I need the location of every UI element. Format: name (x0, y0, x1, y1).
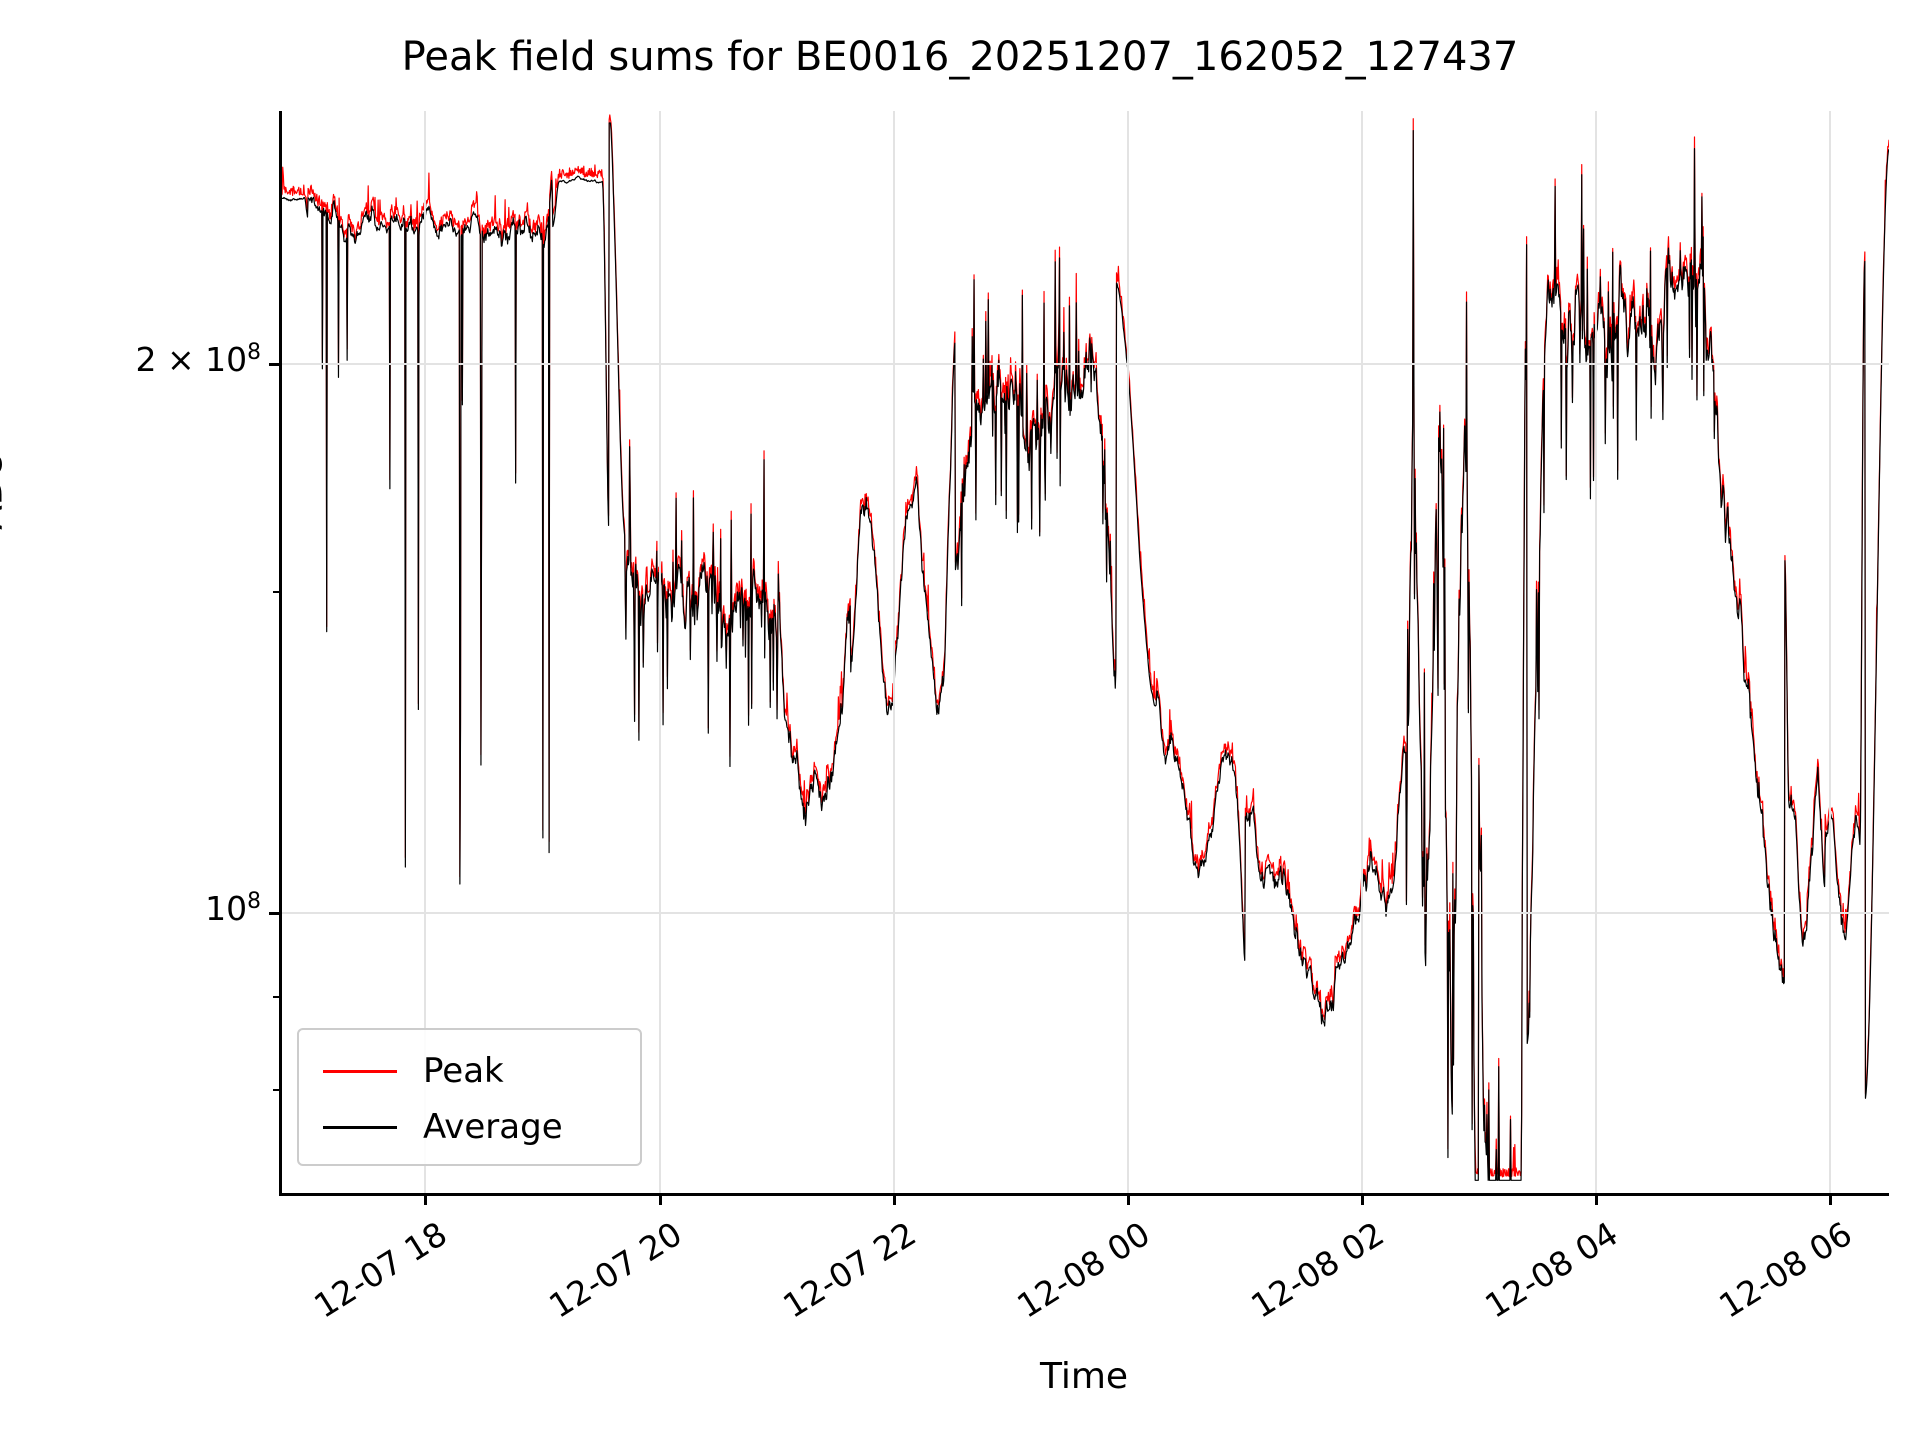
y-minor-tick-mark (273, 590, 279, 593)
x-tick-label: 12-08 00 (1010, 1214, 1157, 1326)
y-tick-label: 108 (205, 889, 261, 929)
x-gridline (1126, 111, 1129, 1196)
y-tick-label: 2 × 108 (135, 339, 261, 379)
x-gridline (1595, 111, 1598, 1196)
y-minor-tick-mark (273, 995, 279, 998)
series-line-average (279, 122, 1889, 1181)
x-gridline (1361, 111, 1364, 1196)
x-tick-mark (1361, 1196, 1365, 1205)
x-tick-mark (1829, 1196, 1833, 1205)
series-line-peak (279, 114, 1889, 1178)
x-tick-label: 12-07 20 (541, 1214, 689, 1326)
y-tick-mark (269, 912, 279, 916)
page-title: Peak field sums for BE0016_20251207_1620… (401, 34, 1519, 80)
x-gridline (1829, 111, 1832, 1196)
x-tick-mark (658, 1196, 662, 1205)
x-tick-mark (1595, 1196, 1599, 1205)
x-tick-label: 12-08 02 (1244, 1214, 1391, 1326)
x-tick-mark (1126, 1196, 1130, 1205)
x-tick-mark (424, 1196, 428, 1205)
legend[interactable]: Peak Average (297, 1028, 642, 1166)
legend-swatch-average (323, 1125, 397, 1129)
x-tick-mark (892, 1196, 896, 1205)
y-gridline (279, 362, 1889, 365)
legend-label-peak: Peak (423, 1051, 504, 1091)
x-gridline (892, 111, 895, 1196)
y-gridline (279, 912, 1889, 915)
series-canvas (279, 114, 1889, 1181)
legend-item-peak[interactable]: Peak (299, 1046, 640, 1096)
x-tick-label: 12-07 18 (307, 1214, 455, 1326)
x-tick-label: 12-07 22 (775, 1214, 923, 1326)
legend-swatch-peak (323, 1069, 397, 1073)
x-gridline (658, 111, 661, 1196)
y-axis-label: ADU (0, 451, 11, 530)
y-minor-tick-mark (273, 1089, 279, 1092)
plot-area (269, 111, 1889, 1205)
x-tick-label: 12-08 06 (1712, 1214, 1860, 1326)
x-tick-label: 12-08 04 (1478, 1214, 1625, 1326)
legend-label-average: Average (423, 1107, 563, 1147)
y-tick-mark (269, 362, 279, 366)
legend-item-average[interactable]: Average (299, 1102, 640, 1152)
x-axis-label: Time (1039, 1356, 1129, 1397)
x-gridline (424, 111, 427, 1196)
